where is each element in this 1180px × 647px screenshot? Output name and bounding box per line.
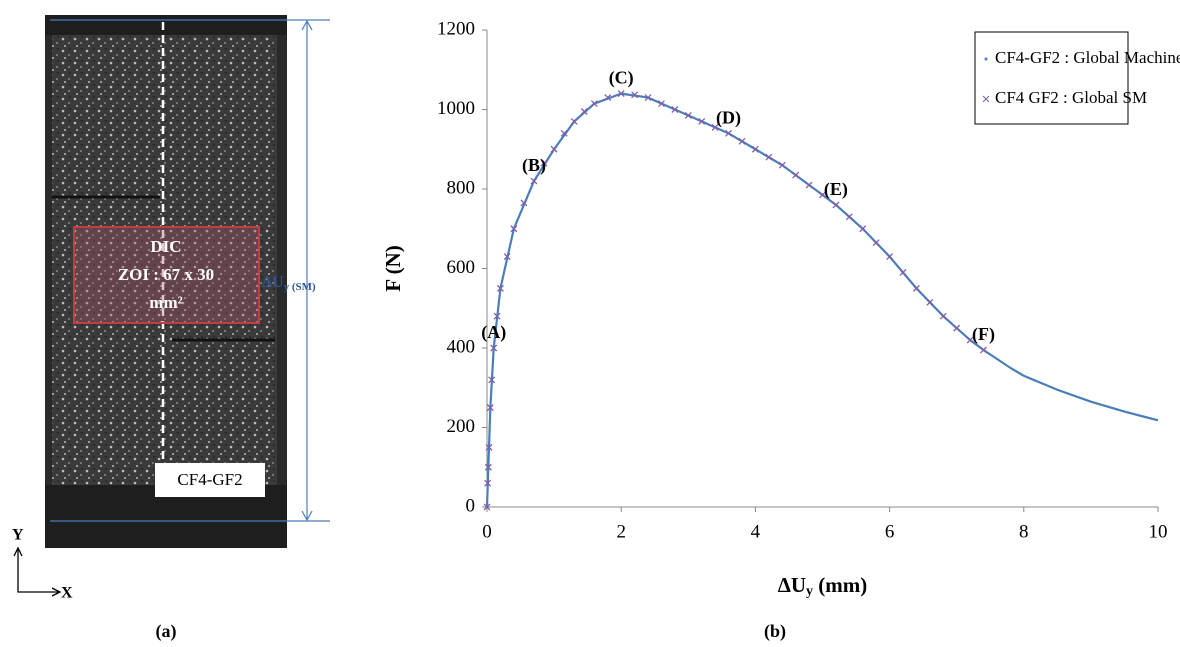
data-point <box>580 108 588 115</box>
axis-y-label: Y <box>12 527 24 544</box>
x-tick-label: 10 <box>1149 521 1168 542</box>
panel-label: (a) <box>156 621 177 642</box>
y-tick-label: 200 <box>447 416 476 437</box>
data-point <box>658 100 665 107</box>
x-tick-label: 4 <box>751 521 761 542</box>
data-point <box>765 153 773 161</box>
data-point <box>617 90 625 98</box>
data-point <box>899 269 907 276</box>
data-point <box>966 336 974 344</box>
data-point <box>980 346 987 354</box>
data-point <box>886 253 894 261</box>
data-point <box>560 129 568 137</box>
y-tick-label: 0 <box>466 495 476 516</box>
data-point <box>503 253 511 261</box>
x-title-sub: y <box>806 584 813 599</box>
legend-label: CF4 GF2 : Global SM <box>995 88 1147 107</box>
legend-label: CF4-GF2 : Global Machine <box>995 48 1180 67</box>
annotation: (A) <box>481 322 506 343</box>
label-box <box>155 463 265 497</box>
y-axis-title: F (N) <box>381 245 405 291</box>
data-point <box>792 171 800 179</box>
data-point <box>486 404 494 412</box>
legend-marker <box>982 95 990 103</box>
y-tick-label: 600 <box>447 257 476 278</box>
data-point <box>550 145 558 153</box>
x-title-unit: (mm) <box>813 573 867 597</box>
chart: 0 200 400 600 800 1000 1200 0 2 4 6 8 10 F (N) ΔUy (mm… <box>381 18 1180 599</box>
photo: DIC ZOI : 67 x 30 mm² CF4-GF2 ΔUy (SM) Y… <box>12 15 330 602</box>
data-point <box>530 177 538 185</box>
data-point <box>484 479 492 487</box>
displacement-label: ΔUy (SM) <box>262 274 316 293</box>
data-point <box>738 137 746 145</box>
data-point <box>484 463 492 471</box>
data-point <box>490 344 498 352</box>
data-point <box>778 161 786 169</box>
du-sub: y (SM) <box>284 281 316 293</box>
x-tick-label: 2 <box>616 521 626 542</box>
specimen-label: CF4-GF2 <box>177 470 242 489</box>
data-point <box>926 298 934 306</box>
data-point <box>540 159 548 167</box>
y-tick-label: 1200 <box>437 18 475 39</box>
data-point <box>805 181 813 189</box>
data-point <box>510 225 518 233</box>
x-tick-label: 8 <box>1019 521 1029 542</box>
data-point <box>725 129 733 137</box>
data-point <box>604 94 612 102</box>
data-point <box>953 324 961 332</box>
x-title-main: ΔU <box>778 573 806 597</box>
data-point <box>493 312 501 320</box>
grip <box>45 15 287 35</box>
annotation: (E) <box>824 179 848 200</box>
y-tick-label: 800 <box>447 177 476 198</box>
legend-box <box>974 31 1129 125</box>
data-point <box>485 443 493 451</box>
panel-label: (b) <box>764 621 786 642</box>
zoi-text: DIC <box>150 237 181 256</box>
data-point <box>872 239 880 247</box>
data-point <box>819 191 826 199</box>
data-point <box>520 199 528 207</box>
arrow-heads <box>301 19 313 522</box>
legend-marker <box>984 57 988 61</box>
x-tick-label: 0 <box>482 521 492 542</box>
data-point <box>698 117 706 125</box>
y-tick-label: 1000 <box>437 98 475 119</box>
zoi-text: ZOI : 67 x 30 <box>118 265 214 284</box>
data-point <box>488 376 496 384</box>
data-point <box>711 123 719 131</box>
specimen <box>52 35 277 485</box>
annotation: (D) <box>716 107 741 128</box>
annotation: (F) <box>972 324 995 345</box>
data-point <box>939 312 947 320</box>
annotation: (B) <box>522 155 546 176</box>
zoi-text: mm² <box>149 293 182 312</box>
data-point <box>590 100 598 107</box>
data-point <box>845 213 853 221</box>
y-tick-label: 400 <box>447 336 476 357</box>
annotation: (C) <box>609 68 634 89</box>
data-point <box>859 225 867 233</box>
data-point <box>832 201 840 209</box>
data-point <box>483 503 491 511</box>
axis-x-label: X <box>61 585 73 602</box>
x-tick-label: 6 <box>885 521 895 542</box>
data-point <box>751 145 759 153</box>
data-point <box>912 284 920 292</box>
x-axis-title: ΔUy (mm) <box>778 573 868 599</box>
data-point <box>671 106 679 113</box>
data-point <box>496 284 504 292</box>
series-line <box>485 92 1159 508</box>
data-point <box>570 117 578 125</box>
xy-axes <box>13 546 62 597</box>
data-point <box>644 94 652 102</box>
du: ΔU <box>262 274 284 291</box>
zoi-box <box>73 226 260 324</box>
data-point <box>631 91 639 99</box>
data-point <box>684 112 692 119</box>
